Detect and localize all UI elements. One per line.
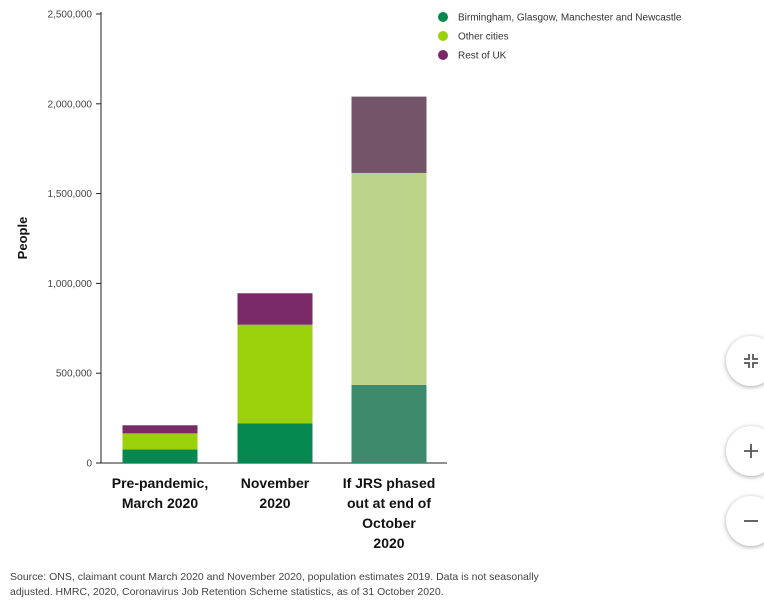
y-tick-label: 0 [86,459,92,470]
bar-segment [237,293,313,325]
legend-marker [438,12,448,22]
bar-segment [351,96,427,173]
category-label: October [362,515,416,531]
bar-segment [351,172,427,385]
collapse-button[interactable] [726,336,764,386]
legend-label: Other cities [458,32,509,43]
bar-segment [351,384,427,463]
legend-label: Rest of UK [458,51,507,62]
zoom-out-button[interactable] [726,496,764,546]
category-label: If JRS phased [343,475,436,491]
legend-label: Birmingham, Glasgow, Manchester and Newc… [458,13,682,24]
legend-marker [438,50,448,60]
category-label: 2020 [373,535,404,551]
legend-marker [438,31,448,41]
source-note: Source: ONS, claimant count March 2020 a… [10,571,539,598]
y-tick-label: 2,500,000 [48,10,93,21]
bar-segment [237,324,313,424]
bar-segment [122,433,198,450]
y-axis-label: People [15,217,30,260]
bar-segment [122,425,198,434]
category-label: March 2020 [122,495,198,511]
stacked-bar-chart: 0 500,000 1,000,000 1,500,000 2,000,000 2,500… [15,10,682,552]
chart-bars [122,96,427,463]
minus-icon [744,520,758,522]
category-label: Pre-pandemic, [112,475,208,491]
collapse-icon [744,354,758,368]
bar-segment [237,423,313,463]
bar-segment [122,449,198,463]
y-tick-label: 2,000,000 [48,99,93,110]
category-labels: Pre-pandemic, March 2020 November 2020 If JR… [112,475,436,551]
category-label: out at end of [347,495,431,511]
y-tick-label: 500,000 [56,369,93,380]
y-tick-label: 1,000,000 [48,279,93,290]
zoom-in-button[interactable] [726,426,764,476]
category-label: November [241,475,310,491]
category-label: 2020 [259,495,290,511]
y-tick-label: 1,500,000 [48,189,93,200]
chart-legend: Birmingham, Glasgow, Manchester and Newc… [438,12,682,62]
plus-icon [744,444,758,458]
